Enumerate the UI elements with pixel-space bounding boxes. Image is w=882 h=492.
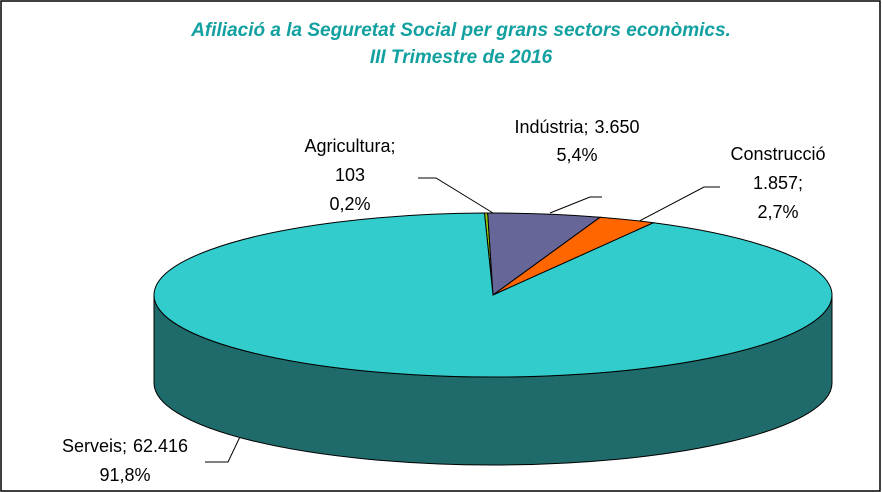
data-label-part: 2,7% bbox=[757, 202, 798, 222]
data-label-part: 62.416 bbox=[133, 436, 188, 456]
pie bbox=[153, 212, 833, 466]
data-label: Agricultura; bbox=[304, 136, 395, 156]
data-label-part: ; bbox=[798, 173, 803, 193]
data-label-part: Construcció bbox=[730, 144, 825, 164]
data-label-part: ; bbox=[583, 117, 588, 137]
data-label: Serveis; 62.416 bbox=[62, 436, 188, 456]
data-label-part: ; bbox=[391, 136, 396, 156]
data-label: Construcció bbox=[730, 144, 825, 164]
data-label-part: 0,2% bbox=[329, 194, 370, 214]
data-label-part: 5,4% bbox=[556, 145, 597, 165]
data-label: 91,8% bbox=[99, 465, 150, 485]
data-label: 5,4% bbox=[556, 145, 597, 165]
slice bbox=[153, 212, 833, 378]
data-label-part: 91,8% bbox=[99, 465, 150, 485]
chart-title: Afiliació a la Seguretat Social per gran… bbox=[190, 20, 731, 41]
data-label-part: Agricultura bbox=[304, 136, 391, 156]
data-label-part: 1.857 bbox=[753, 173, 798, 193]
data-label: 0,2% bbox=[329, 194, 370, 214]
data-label: 103 bbox=[335, 165, 365, 185]
data-label-part: Indústria bbox=[514, 117, 584, 137]
data-label-part: 3.650 bbox=[595, 117, 640, 137]
chart-title: III Trimestre de 2016 bbox=[370, 47, 553, 68]
data-label: Indústria; 3.650 bbox=[514, 117, 639, 137]
data-label-part: 103 bbox=[335, 165, 365, 185]
data-label: 2,7% bbox=[757, 202, 798, 222]
data-label-part: Serveis bbox=[62, 436, 122, 456]
leader-line bbox=[549, 196, 602, 214]
data-label-part: ; bbox=[122, 436, 127, 456]
data-label: 1.857; bbox=[753, 173, 803, 193]
leader-line bbox=[629, 186, 720, 227]
leader-line bbox=[418, 177, 494, 214]
